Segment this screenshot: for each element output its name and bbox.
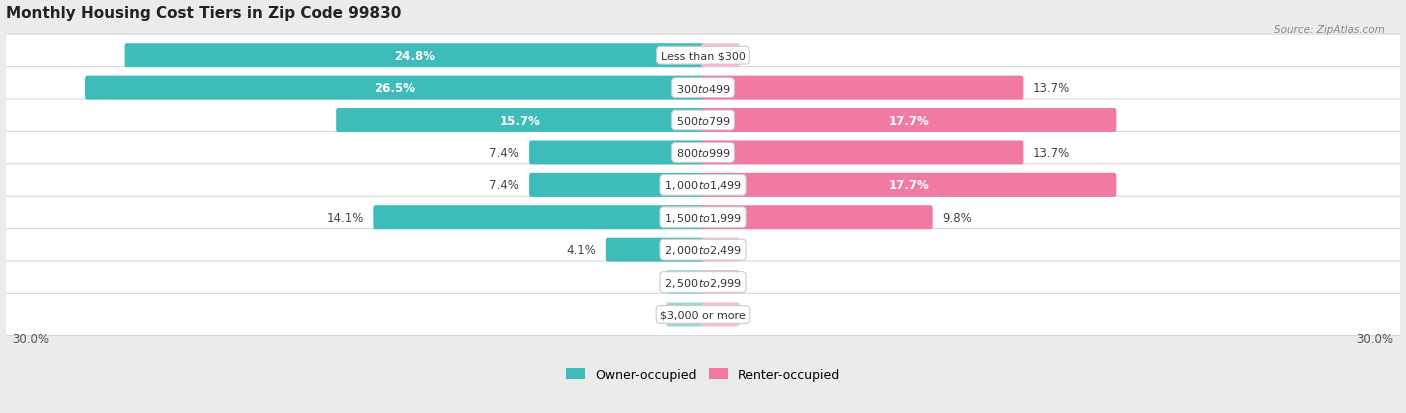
FancyBboxPatch shape bbox=[702, 109, 1116, 133]
Text: 24.8%: 24.8% bbox=[394, 50, 436, 62]
FancyBboxPatch shape bbox=[702, 76, 1024, 100]
FancyBboxPatch shape bbox=[0, 35, 1406, 77]
FancyBboxPatch shape bbox=[702, 44, 740, 68]
Text: 15.7%: 15.7% bbox=[501, 114, 541, 127]
FancyBboxPatch shape bbox=[0, 164, 1406, 206]
Text: 4.1%: 4.1% bbox=[567, 244, 596, 256]
Text: 0.0%: 0.0% bbox=[662, 276, 692, 289]
Text: $800 to $999: $800 to $999 bbox=[675, 147, 731, 159]
Text: $500 to $799: $500 to $799 bbox=[675, 115, 731, 127]
Text: 7.4%: 7.4% bbox=[489, 147, 519, 159]
Text: Source: ZipAtlas.com: Source: ZipAtlas.com bbox=[1274, 25, 1385, 35]
Text: 30.0%: 30.0% bbox=[1357, 332, 1393, 345]
FancyBboxPatch shape bbox=[702, 141, 1024, 165]
FancyBboxPatch shape bbox=[0, 132, 1406, 174]
FancyBboxPatch shape bbox=[702, 271, 740, 294]
Text: 0.0%: 0.0% bbox=[662, 308, 692, 321]
Text: 0.0%: 0.0% bbox=[714, 50, 744, 62]
FancyBboxPatch shape bbox=[374, 206, 704, 230]
FancyBboxPatch shape bbox=[336, 109, 704, 133]
Text: 7.4%: 7.4% bbox=[489, 179, 519, 192]
FancyBboxPatch shape bbox=[702, 303, 740, 327]
FancyBboxPatch shape bbox=[666, 303, 704, 327]
Legend: Owner-occupied, Renter-occupied: Owner-occupied, Renter-occupied bbox=[561, 363, 845, 386]
FancyBboxPatch shape bbox=[0, 67, 1406, 109]
Text: 26.5%: 26.5% bbox=[374, 82, 415, 95]
FancyBboxPatch shape bbox=[0, 229, 1406, 271]
Text: 17.7%: 17.7% bbox=[889, 114, 929, 127]
Text: $3,000 or more: $3,000 or more bbox=[661, 310, 745, 320]
FancyBboxPatch shape bbox=[0, 261, 1406, 304]
Text: 14.1%: 14.1% bbox=[326, 211, 364, 224]
Text: $2,000 to $2,499: $2,000 to $2,499 bbox=[664, 244, 742, 256]
FancyBboxPatch shape bbox=[529, 173, 704, 197]
FancyBboxPatch shape bbox=[86, 76, 704, 100]
FancyBboxPatch shape bbox=[0, 294, 1406, 336]
Text: 30.0%: 30.0% bbox=[13, 332, 49, 345]
FancyBboxPatch shape bbox=[702, 238, 740, 262]
FancyBboxPatch shape bbox=[702, 206, 932, 230]
Text: $300 to $499: $300 to $499 bbox=[675, 83, 731, 95]
Text: 13.7%: 13.7% bbox=[1033, 147, 1070, 159]
Text: 0.0%: 0.0% bbox=[714, 244, 744, 256]
Text: 0.0%: 0.0% bbox=[714, 276, 744, 289]
Text: $2,500 to $2,999: $2,500 to $2,999 bbox=[664, 276, 742, 289]
FancyBboxPatch shape bbox=[702, 173, 1116, 197]
Text: Monthly Housing Cost Tiers in Zip Code 99830: Monthly Housing Cost Tiers in Zip Code 9… bbox=[6, 5, 401, 21]
Text: 9.8%: 9.8% bbox=[942, 211, 972, 224]
Text: Less than $300: Less than $300 bbox=[661, 51, 745, 61]
FancyBboxPatch shape bbox=[606, 238, 704, 262]
Text: $1,500 to $1,999: $1,500 to $1,999 bbox=[664, 211, 742, 224]
Text: 17.7%: 17.7% bbox=[889, 179, 929, 192]
Text: 13.7%: 13.7% bbox=[1033, 82, 1070, 95]
FancyBboxPatch shape bbox=[529, 141, 704, 165]
FancyBboxPatch shape bbox=[0, 100, 1406, 142]
Text: $1,000 to $1,499: $1,000 to $1,499 bbox=[664, 179, 742, 192]
Text: 0.0%: 0.0% bbox=[714, 308, 744, 321]
FancyBboxPatch shape bbox=[125, 44, 704, 68]
FancyBboxPatch shape bbox=[666, 271, 704, 294]
FancyBboxPatch shape bbox=[0, 197, 1406, 239]
